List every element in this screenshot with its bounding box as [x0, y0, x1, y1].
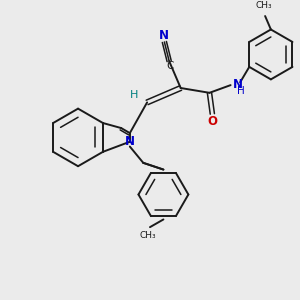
- Text: N: N: [159, 29, 170, 42]
- Text: CH₃: CH₃: [256, 1, 272, 10]
- Text: H: H: [130, 90, 138, 100]
- Text: C: C: [167, 61, 174, 71]
- Text: CH₃: CH₃: [140, 231, 156, 240]
- Text: N: N: [125, 135, 135, 148]
- Text: O: O: [207, 115, 217, 128]
- Text: N: N: [232, 78, 242, 91]
- Text: H: H: [237, 86, 245, 96]
